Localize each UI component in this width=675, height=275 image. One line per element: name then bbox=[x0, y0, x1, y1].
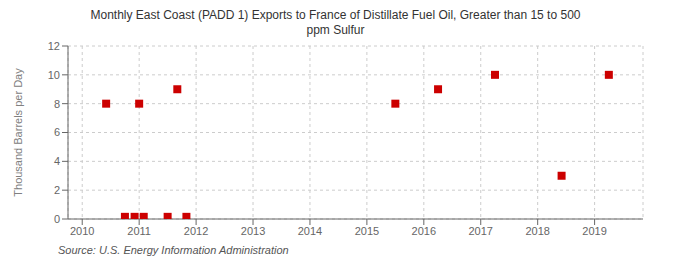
svg-text:6: 6 bbox=[54, 126, 60, 138]
svg-text:10: 10 bbox=[48, 69, 60, 81]
svg-text:2010: 2010 bbox=[70, 225, 94, 237]
svg-text:12: 12 bbox=[48, 40, 60, 52]
svg-text:2: 2 bbox=[54, 184, 60, 196]
svg-text:4: 4 bbox=[54, 155, 60, 167]
svg-text:2014: 2014 bbox=[298, 225, 322, 237]
svg-text:2012: 2012 bbox=[184, 225, 208, 237]
svg-text:Thousand Barrels per Day: Thousand Barrels per Day bbox=[12, 68, 24, 197]
svg-text:8: 8 bbox=[54, 98, 60, 110]
html-text:ppm Sulfur: ppm Sulfur bbox=[306, 23, 365, 37]
html-text:Monthly East Coast (PADD 1) Ex: Monthly East Coast (PADD 1) Exports to F… bbox=[90, 8, 581, 22]
svg-text:2015: 2015 bbox=[355, 225, 379, 237]
svg-text:2019: 2019 bbox=[582, 225, 606, 237]
svg-text:2011: 2011 bbox=[127, 225, 151, 237]
html-text:Source: U.S. Energy Informatio: Source: U.S. Energy Information Administ… bbox=[58, 244, 289, 256]
svg-text:2016: 2016 bbox=[412, 225, 436, 237]
svg-text:2017: 2017 bbox=[469, 225, 493, 237]
svg-text:0: 0 bbox=[54, 213, 60, 225]
svg-text:2013: 2013 bbox=[241, 225, 265, 237]
svg-text:2018: 2018 bbox=[525, 225, 549, 237]
